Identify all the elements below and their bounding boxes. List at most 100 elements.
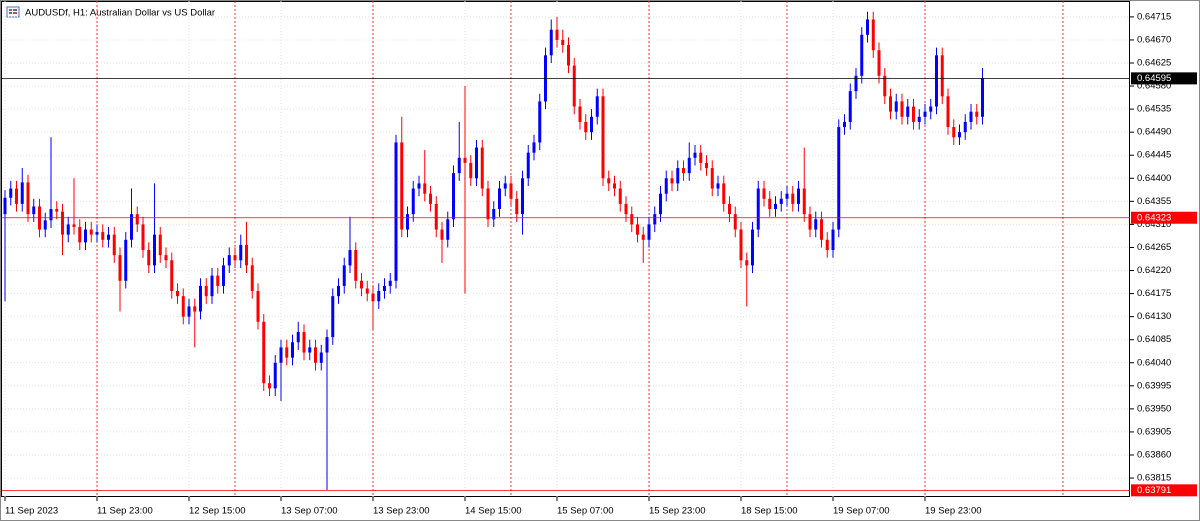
candle-body xyxy=(89,229,93,235)
y-tick-label: 0.64040 xyxy=(1137,357,1171,368)
candle-body xyxy=(193,306,197,312)
candle-body xyxy=(141,224,145,251)
candle-body xyxy=(164,255,168,261)
candle-body xyxy=(607,178,611,184)
candle-body xyxy=(291,342,294,358)
candle-body xyxy=(532,142,536,153)
candle-body xyxy=(452,173,455,220)
candle-body xyxy=(647,224,651,240)
candle-body xyxy=(354,250,358,281)
candle-body xyxy=(469,162,473,179)
candle-body xyxy=(147,250,151,266)
candle-body xyxy=(929,106,933,112)
chart-icon xyxy=(6,6,20,18)
chart-title: AUDUSDf, H1: Australian Dollar vs US Dol… xyxy=(25,8,215,19)
candle-body xyxy=(49,209,53,221)
candle-body xyxy=(785,193,789,199)
y-tick-label: 0.63905 xyxy=(1137,426,1171,437)
candle-body xyxy=(866,19,869,35)
candle-body xyxy=(871,19,875,51)
y-tick-label: 0.64445 xyxy=(1137,150,1171,161)
candle-body xyxy=(618,188,622,204)
y-tick-label: 0.64220 xyxy=(1137,265,1171,276)
candle-body xyxy=(808,214,812,230)
price-label: 0.63791 xyxy=(1137,485,1171,496)
candle-body xyxy=(222,265,225,286)
candle-body xyxy=(555,29,559,40)
price-label-bg xyxy=(1131,72,1197,85)
candle-body xyxy=(791,193,795,204)
y-tick-label: 0.63815 xyxy=(1137,473,1171,484)
candle-body xyxy=(590,116,593,133)
candle-body xyxy=(578,106,582,122)
candle-body xyxy=(492,209,496,220)
candle-body xyxy=(923,111,927,117)
candle-body xyxy=(15,188,18,204)
candle-body xyxy=(854,75,858,92)
candle-body xyxy=(233,255,237,261)
candle-body xyxy=(3,197,7,215)
candle-body xyxy=(676,168,680,184)
candle-body xyxy=(78,226,82,243)
y-tick-label: 0.64310 xyxy=(1137,219,1171,230)
y-tick-label: 0.64265 xyxy=(1137,242,1171,253)
candle-body xyxy=(170,260,174,292)
candle-body xyxy=(762,188,766,199)
candle-body xyxy=(84,229,87,243)
candle-body xyxy=(337,285,340,297)
candle-body xyxy=(636,224,639,235)
candle-body xyxy=(567,45,570,66)
candle-body xyxy=(55,209,59,212)
candle-body xyxy=(630,214,634,225)
candle-body xyxy=(406,214,409,230)
candle-body xyxy=(348,250,352,266)
candle-body xyxy=(774,203,777,210)
candle-body xyxy=(216,275,220,286)
candle-body xyxy=(319,352,323,363)
candle-body xyxy=(9,188,13,198)
candle-body xyxy=(699,152,703,163)
candle-body xyxy=(837,127,841,230)
candle-body xyxy=(124,239,128,281)
candle-body xyxy=(825,239,829,251)
candle-body xyxy=(889,96,892,112)
candle-body xyxy=(900,101,904,117)
candle-body xyxy=(181,296,185,317)
candle-body xyxy=(549,29,553,56)
candle-body xyxy=(371,293,375,302)
candle-body xyxy=(32,206,36,215)
candle-body xyxy=(981,78,984,117)
candle-body xyxy=(682,168,685,174)
candle-body xyxy=(802,188,806,215)
price-label: 0.64323 xyxy=(1137,212,1171,223)
candle-body xyxy=(831,229,835,251)
candle-body xyxy=(728,203,731,215)
y-tick-label: 0.64535 xyxy=(1137,104,1171,115)
candle-body xyxy=(751,229,754,266)
candle-body xyxy=(199,285,202,312)
x-tick-label: 14 Sep 15:00 xyxy=(465,506,522,517)
candle-body xyxy=(624,203,628,215)
candle-body xyxy=(273,362,277,389)
candle-body xyxy=(515,198,519,215)
candle-body xyxy=(377,291,381,302)
candle-body xyxy=(245,244,248,266)
candle-body xyxy=(26,182,30,215)
candle-body xyxy=(158,234,162,256)
candle-body xyxy=(969,111,973,122)
candle-body xyxy=(659,193,662,215)
candle-body xyxy=(768,198,772,210)
candle-body xyxy=(814,219,818,230)
candle-body xyxy=(705,162,708,169)
candle-body xyxy=(538,101,542,143)
candle-body xyxy=(279,347,283,363)
candle-body xyxy=(848,91,852,122)
candle-body xyxy=(72,224,76,227)
candle-body xyxy=(417,183,421,189)
candle-body xyxy=(779,198,783,204)
candle-body xyxy=(745,260,749,266)
candle-body xyxy=(210,275,214,297)
candle-body xyxy=(107,234,110,240)
candle-body xyxy=(498,188,501,210)
x-tick-label: 19 Sep 23:00 xyxy=(925,506,982,517)
